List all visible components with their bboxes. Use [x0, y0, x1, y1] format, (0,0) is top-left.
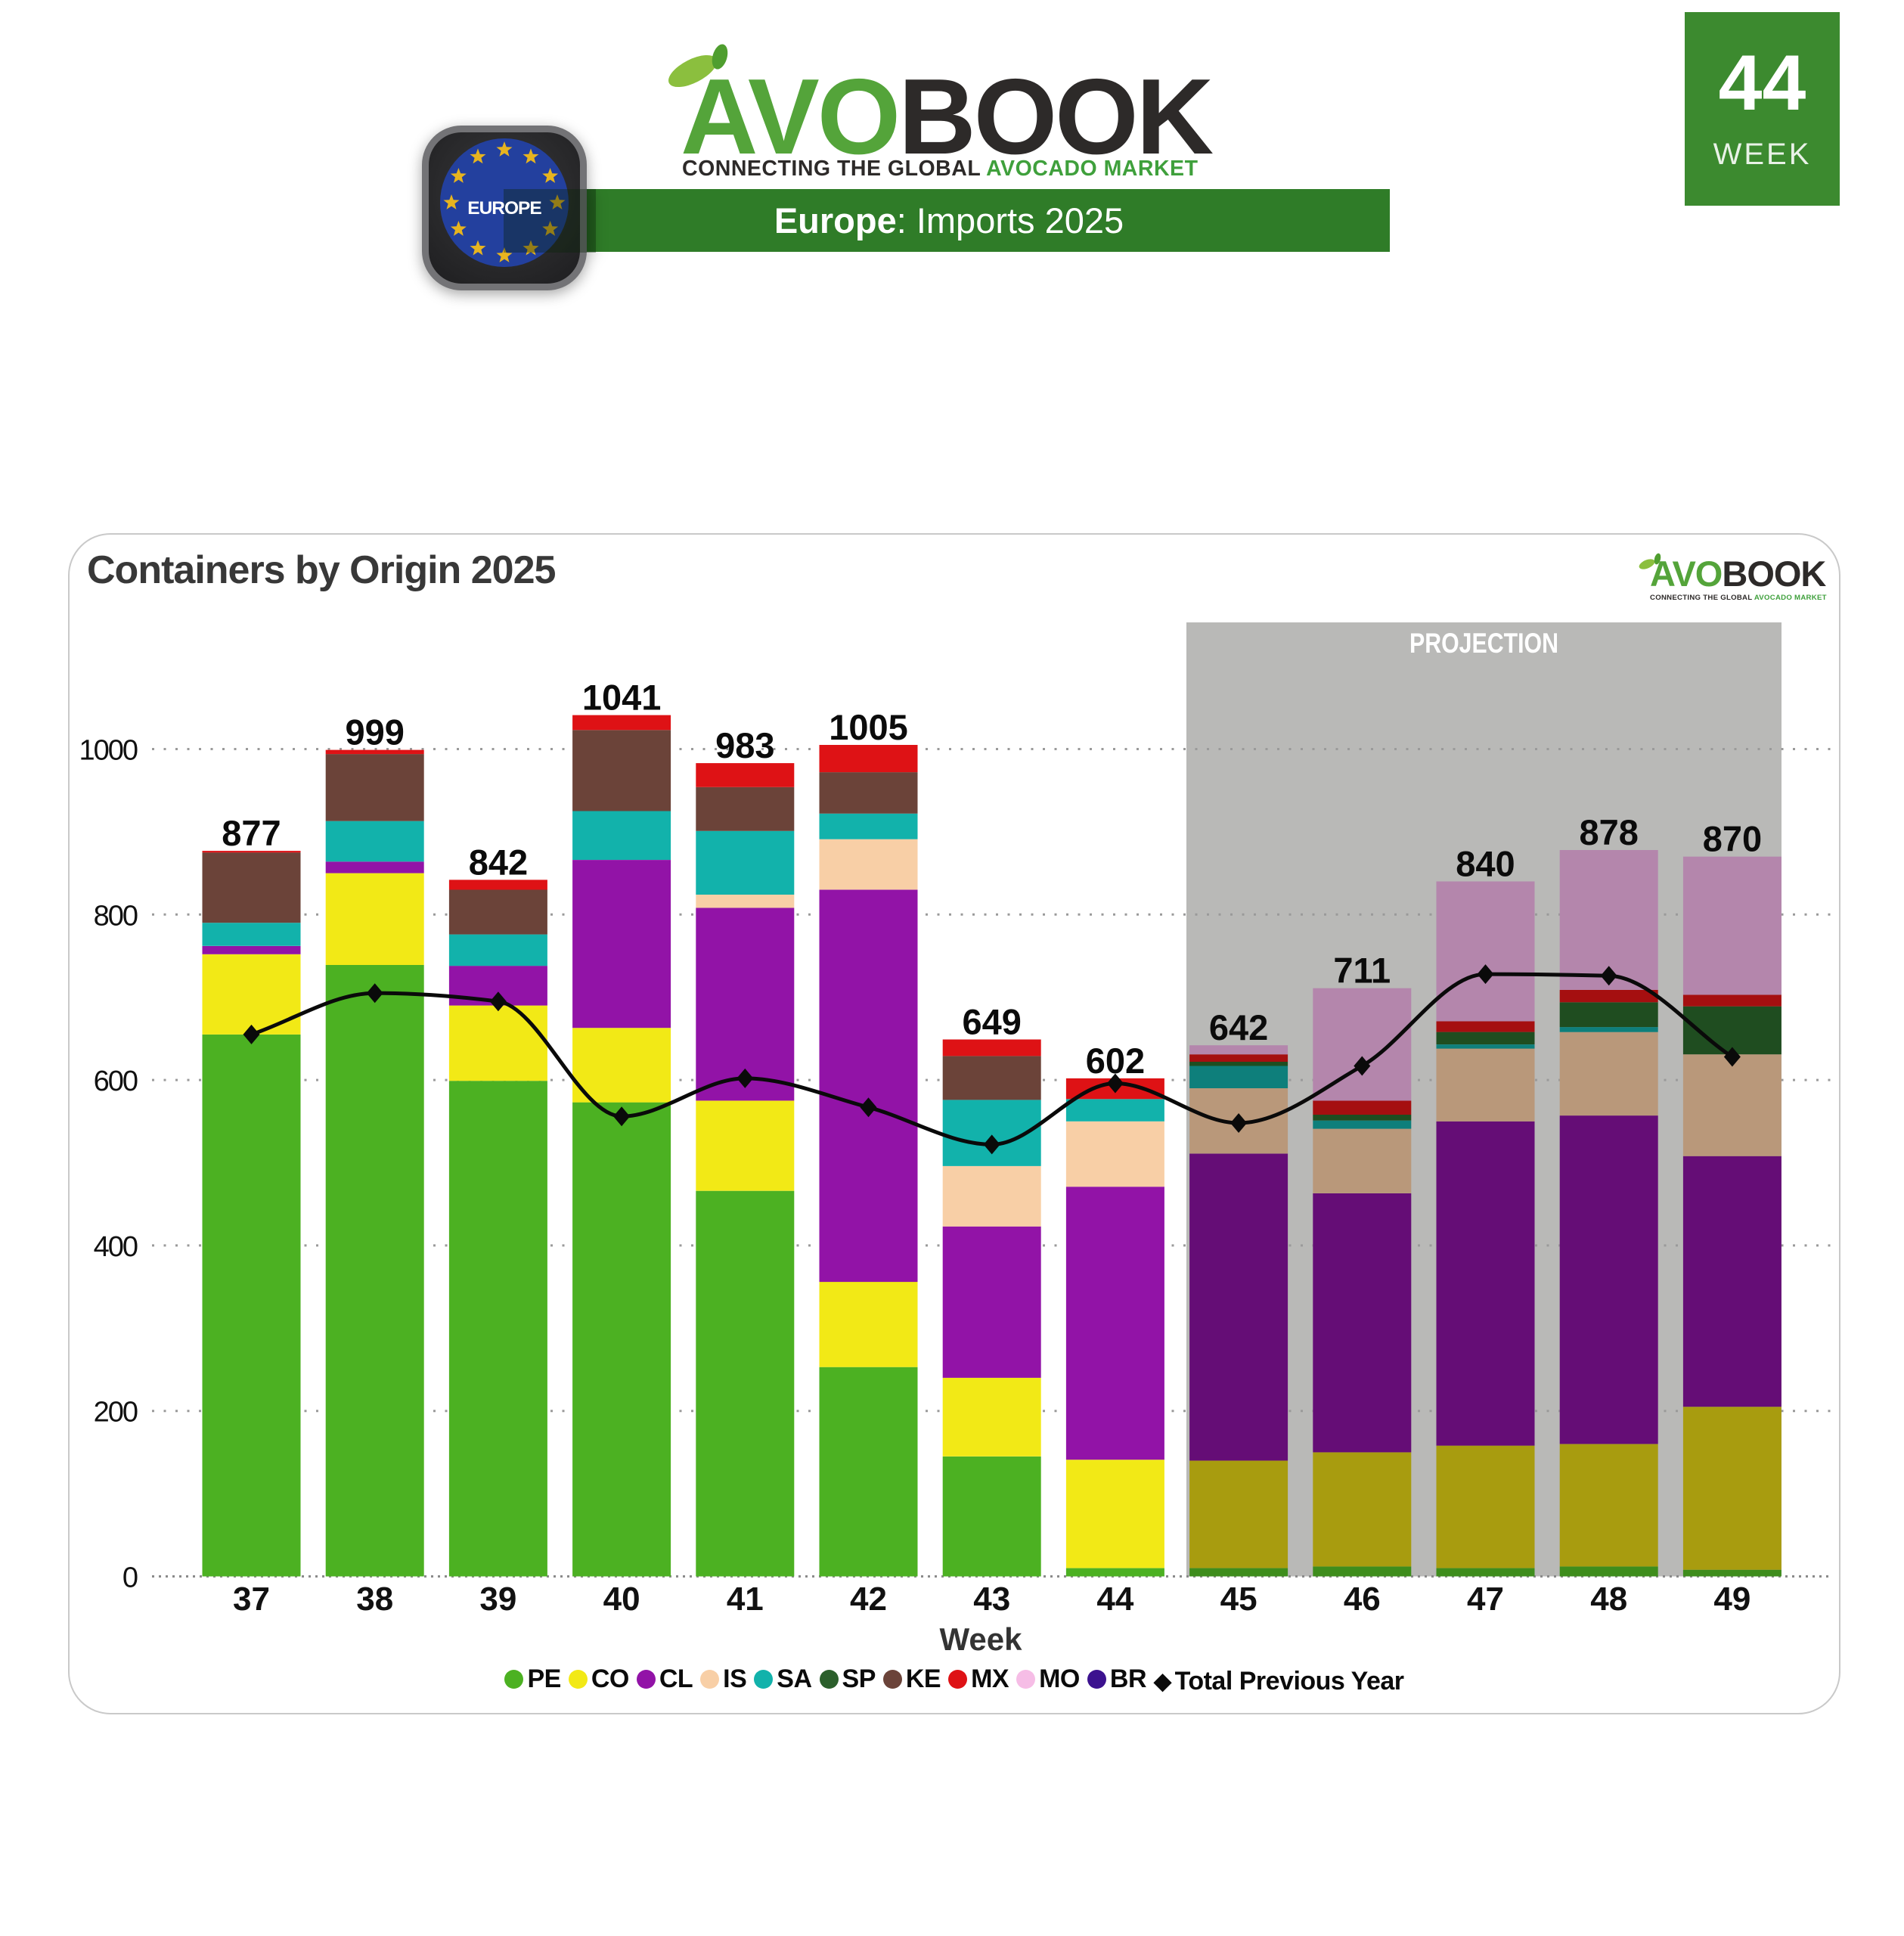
svg-text:44: 44: [1096, 1581, 1133, 1618]
svg-text:41: 41: [727, 1581, 764, 1618]
svg-text:999: 999: [345, 712, 404, 752]
svg-text:1041: 1041: [582, 678, 662, 718]
svg-text:40: 40: [603, 1581, 640, 1618]
svg-text:1005: 1005: [829, 707, 908, 747]
svg-text:PROJECTION: PROJECTION: [1409, 628, 1558, 659]
svg-text:840: 840: [1456, 844, 1515, 884]
svg-text:711: 711: [1333, 951, 1391, 991]
svg-text:39: 39: [479, 1581, 516, 1618]
svg-text:37: 37: [233, 1581, 270, 1618]
svg-text:42: 42: [850, 1581, 887, 1618]
svg-text:842: 842: [469, 842, 528, 882]
svg-text:642: 642: [1209, 1007, 1268, 1047]
svg-text:870: 870: [1703, 819, 1762, 859]
svg-text:649: 649: [962, 1002, 1021, 1042]
svg-text:46: 46: [1344, 1581, 1381, 1618]
svg-text:983: 983: [715, 725, 774, 765]
svg-text:49: 49: [1713, 1581, 1751, 1618]
svg-text:400: 400: [94, 1231, 138, 1263]
svg-text:200: 200: [94, 1397, 138, 1429]
svg-text:800: 800: [94, 900, 138, 932]
svg-text:878: 878: [1579, 812, 1638, 852]
svg-text:45: 45: [1220, 1581, 1257, 1618]
svg-text:43: 43: [973, 1581, 1010, 1618]
svg-text:1000: 1000: [79, 735, 137, 767]
svg-text:EUROPE: EUROPE: [467, 198, 541, 219]
svg-text:877: 877: [222, 813, 281, 853]
svg-text:Week: Week: [940, 1621, 1023, 1657]
svg-text:48: 48: [1590, 1581, 1627, 1618]
svg-text:47: 47: [1467, 1581, 1504, 1618]
svg-text:600: 600: [94, 1066, 138, 1097]
svg-text:38: 38: [356, 1581, 393, 1618]
svg-text:602: 602: [1086, 1041, 1145, 1081]
svg-text:0: 0: [122, 1562, 138, 1594]
